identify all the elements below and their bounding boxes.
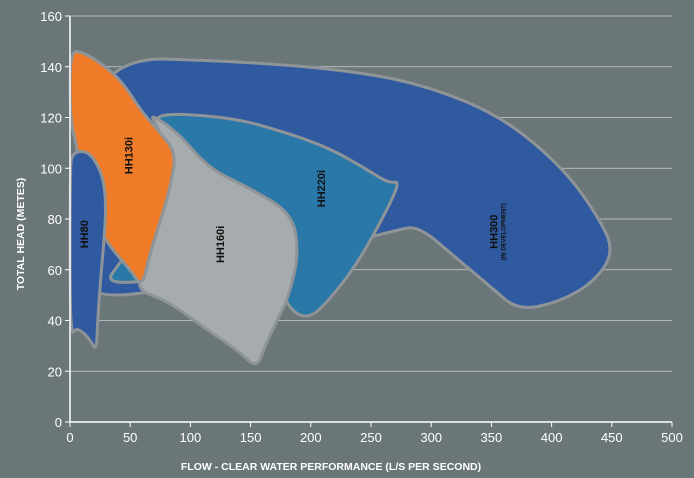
x-tick-label-400: 400 xyxy=(541,430,563,445)
y-axis-title: TOTAL HEAD (METES) xyxy=(15,178,27,291)
region-label-text: HH130i xyxy=(124,137,136,174)
x-tick-label-150: 150 xyxy=(240,430,262,445)
y-tick-label-100: 100 xyxy=(40,161,62,176)
region-labels: HH300 (IN DEVELOPMENT) HH220i HH160i HH130i H… xyxy=(79,137,507,263)
x-tick-label-450: 450 xyxy=(601,430,623,445)
x-tick-label-350: 350 xyxy=(481,430,503,445)
performance-regions xyxy=(68,50,612,366)
region-hh80 xyxy=(68,149,107,349)
y-tick-labels: 0 20 40 60 80 100 120 140 160 xyxy=(40,9,70,430)
region-label-hh160i: HH160i xyxy=(215,226,227,263)
x-axis-title: FLOW - CLEAR WATER PERFORMANCE (L/S PER … xyxy=(181,461,481,473)
x-tick-label-500: 500 xyxy=(661,430,683,445)
region-label-hh220i: HH220i xyxy=(316,170,328,207)
x-tick-label-250: 250 xyxy=(360,430,382,445)
y-tick-label-140: 140 xyxy=(40,60,62,75)
y-tick-label-40: 40 xyxy=(48,314,62,329)
x-tick-label-200: 200 xyxy=(300,430,322,445)
region-label-hh130i: HH130i xyxy=(124,137,136,174)
x-tick-labels: 0 50 100 150 200 250 300 350 400 450 500 xyxy=(66,422,683,445)
y-tick-label-160: 160 xyxy=(40,9,62,24)
region-label-text: HH220i xyxy=(316,170,328,207)
y-tick-label-60: 60 xyxy=(48,263,62,278)
x-tick-label-300: 300 xyxy=(420,430,442,445)
region-label-text: HH80 xyxy=(79,220,91,248)
y-tick-label-80: 80 xyxy=(48,212,62,227)
region-label-hh300: HH300 (IN DEVELOPMENT) xyxy=(488,203,507,260)
y-tick-label-0: 0 xyxy=(55,415,62,430)
x-tick-label-0: 0 xyxy=(66,430,73,445)
y-tick-label-20: 20 xyxy=(48,364,62,379)
region-label-hh80: HH80 xyxy=(79,220,91,248)
y-tick-label-120: 120 xyxy=(40,111,62,126)
x-tick-label-50: 50 xyxy=(123,430,137,445)
region-label-text: HH300 xyxy=(488,215,500,249)
region-label-text: HH160i xyxy=(215,226,227,263)
region-note-text: (IN DEVELOPMENT) xyxy=(501,203,507,260)
x-tick-label-100: 100 xyxy=(180,430,202,445)
